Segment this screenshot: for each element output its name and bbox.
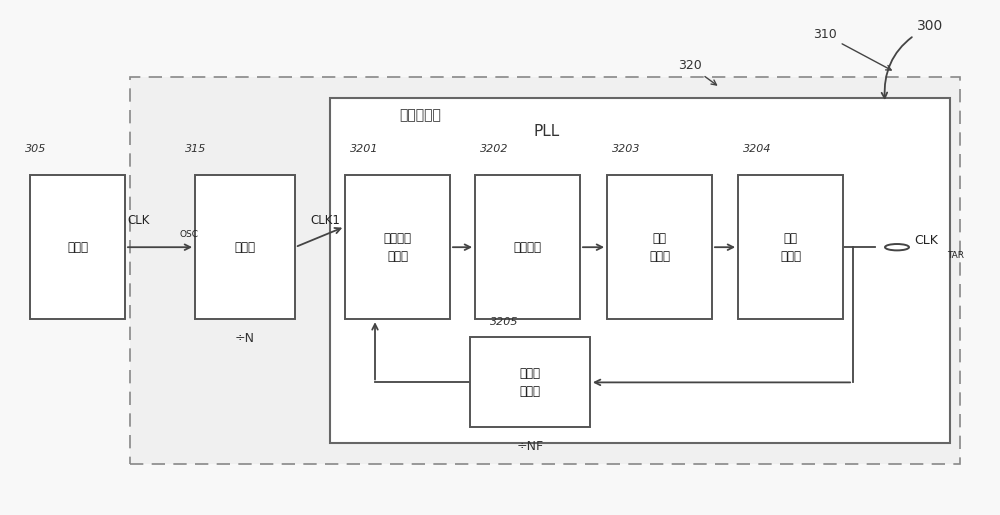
Text: 电荷泵浦: 电荷泵浦	[514, 241, 542, 254]
FancyBboxPatch shape	[475, 175, 580, 319]
Text: 分频器: 分频器	[234, 241, 256, 254]
Text: 3201: 3201	[350, 145, 378, 154]
FancyBboxPatch shape	[330, 98, 950, 443]
Text: ÷NF: ÷NF	[516, 440, 544, 453]
FancyBboxPatch shape	[30, 175, 125, 319]
Text: 振荚器: 振荚器	[67, 241, 88, 254]
Ellipse shape	[885, 244, 909, 250]
Text: ÷N: ÷N	[235, 332, 255, 345]
Text: PLL: PLL	[534, 124, 560, 139]
Text: 3202: 3202	[480, 145, 509, 154]
Text: 305: 305	[25, 145, 46, 154]
Text: 315: 315	[185, 145, 206, 154]
Text: 分数型
分频器: 分数型 分频器	[520, 367, 540, 398]
Text: CLK: CLK	[128, 214, 150, 227]
FancyBboxPatch shape	[195, 175, 295, 319]
Text: 低通
滤波器: 低通 滤波器	[649, 232, 670, 263]
FancyBboxPatch shape	[607, 175, 712, 319]
Text: 3205: 3205	[490, 317, 518, 327]
Text: CLK: CLK	[914, 234, 938, 247]
Text: CLK1: CLK1	[310, 214, 340, 227]
Text: 3204: 3204	[743, 145, 772, 154]
Text: 310: 310	[813, 28, 891, 70]
Text: 压控
振荚器: 压控 振荚器	[780, 232, 801, 263]
Text: TAR: TAR	[947, 251, 964, 260]
FancyBboxPatch shape	[130, 77, 960, 464]
Text: 频率合成器: 频率合成器	[400, 108, 441, 122]
FancyBboxPatch shape	[738, 175, 843, 319]
Text: 相位频率
侦测器: 相位频率 侦测器	[383, 232, 412, 263]
Text: 300: 300	[882, 20, 943, 98]
FancyBboxPatch shape	[345, 175, 450, 319]
Text: 320: 320	[678, 59, 717, 85]
FancyBboxPatch shape	[470, 337, 590, 427]
Text: OSC: OSC	[180, 231, 199, 239]
Text: 3203: 3203	[612, 145, 640, 154]
